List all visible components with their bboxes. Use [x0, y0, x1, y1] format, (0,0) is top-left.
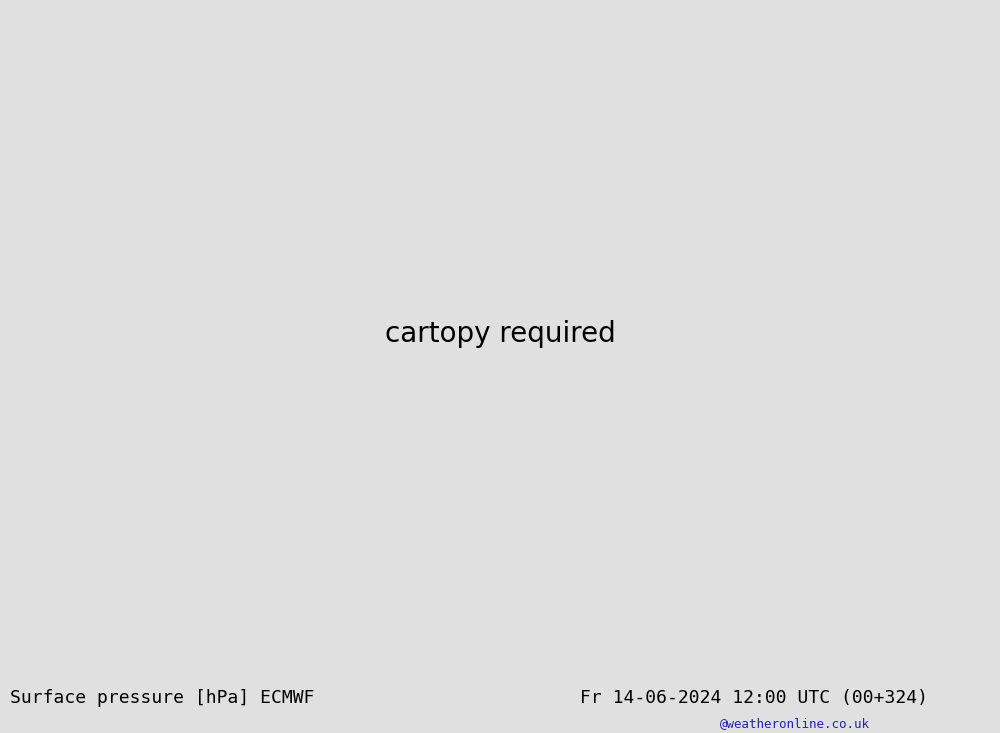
Text: Surface pressure [hPa] ECMWF: Surface pressure [hPa] ECMWF [10, 688, 314, 707]
Text: cartopy required: cartopy required [385, 320, 615, 348]
Text: @weatheronline.co.uk: @weatheronline.co.uk [720, 717, 870, 730]
Text: Fr 14-06-2024 12:00 UTC (00+324): Fr 14-06-2024 12:00 UTC (00+324) [580, 688, 928, 707]
